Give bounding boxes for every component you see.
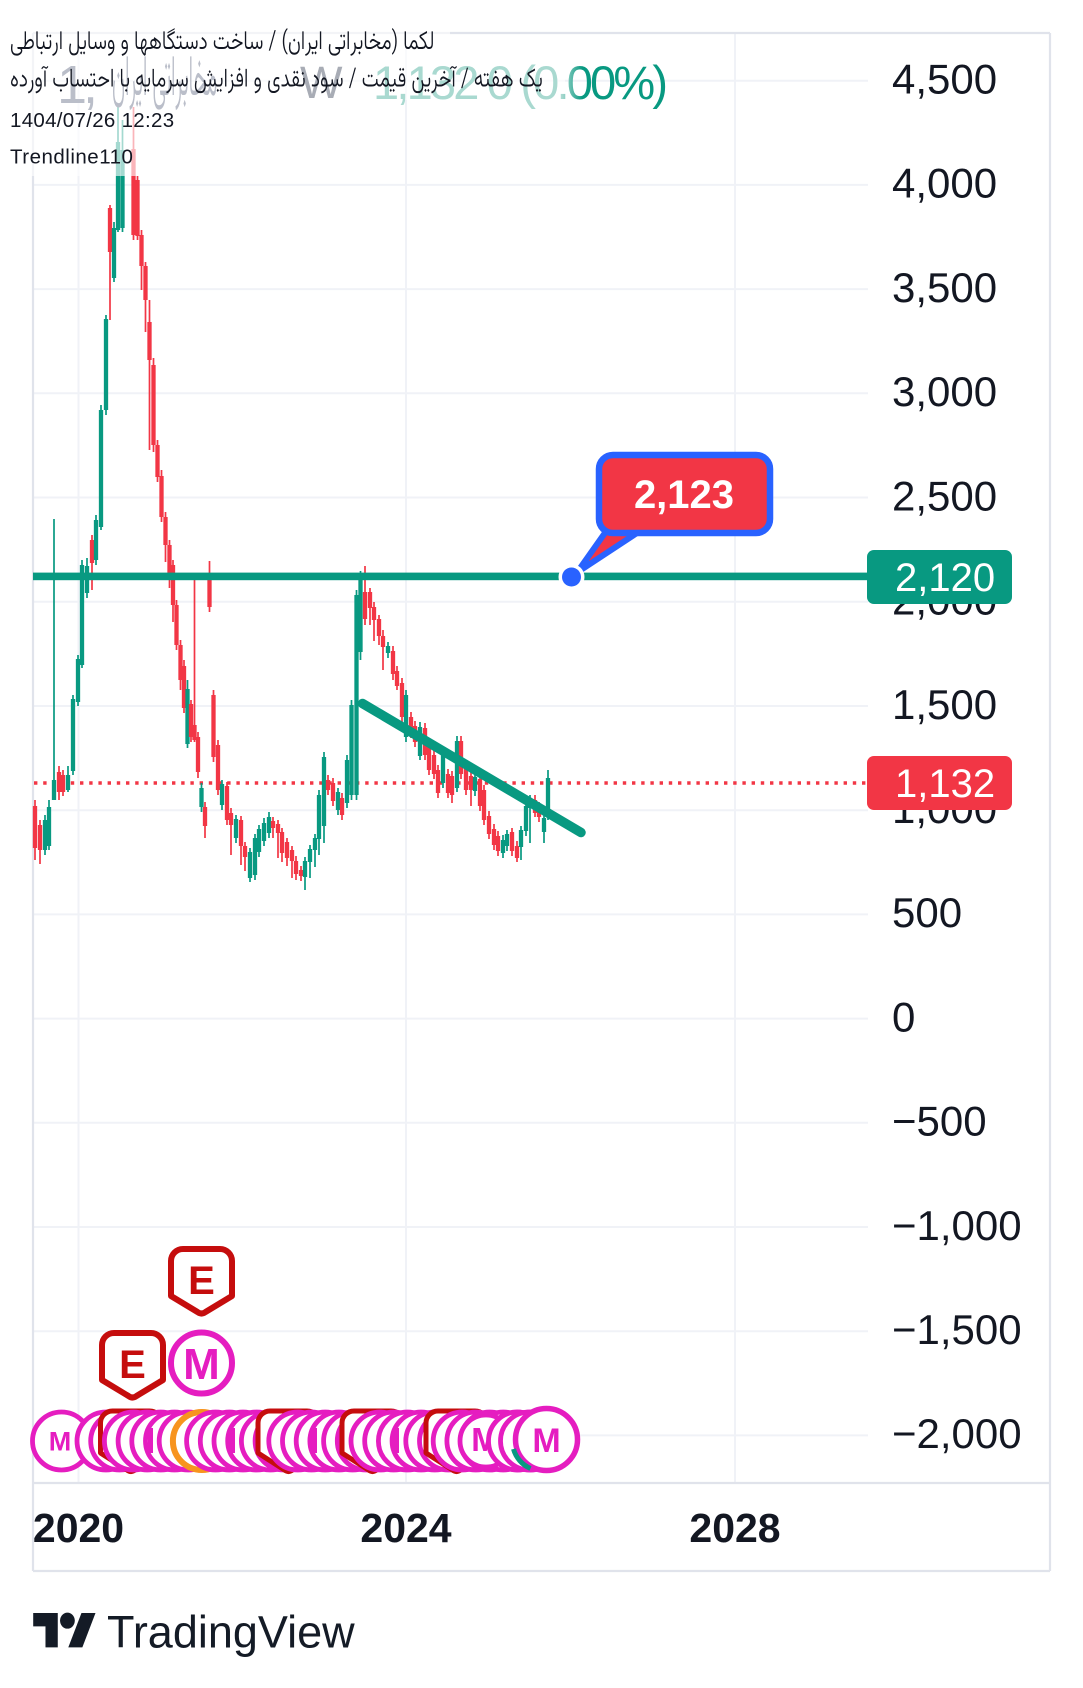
svg-text:1,500: 1,500: [892, 681, 997, 728]
svg-text:TradingView: TradingView: [107, 1607, 355, 1658]
svg-text:M: M: [49, 1427, 72, 1457]
svg-text:−1,500: −1,500: [892, 1306, 1022, 1353]
svg-text:M: M: [183, 1340, 220, 1389]
svg-text:M: M: [532, 1422, 560, 1460]
svg-text:3,000: 3,000: [892, 368, 997, 415]
svg-text:2,500: 2,500: [892, 472, 997, 519]
svg-text:2,123: 2,123: [634, 473, 734, 517]
svg-text:4,000: 4,000: [892, 160, 997, 207]
svg-text:1,132: 1,132: [895, 762, 995, 806]
svg-text:0: 0: [892, 993, 915, 1040]
svg-text:Trendline110: Trendline110: [10, 146, 133, 169]
svg-text:E: E: [188, 1259, 215, 1303]
svg-text:2020: 2020: [33, 1505, 124, 1551]
svg-text:1404/07/26 12:23: 1404/07/26 12:23: [10, 109, 174, 132]
svg-text:3,500: 3,500: [892, 264, 997, 311]
svg-text:2,120: 2,120: [895, 556, 995, 600]
svg-text:500: 500: [892, 889, 962, 936]
svg-text:E: E: [119, 1343, 146, 1387]
svg-text:2028: 2028: [689, 1505, 780, 1551]
svg-text:−2,000: −2,000: [892, 1410, 1022, 1457]
svg-text:2024: 2024: [360, 1505, 451, 1551]
svg-text:4,500: 4,500: [892, 56, 997, 103]
svg-text:−1,000: −1,000: [892, 1202, 1022, 1249]
svg-text:−500: −500: [892, 1098, 987, 1145]
